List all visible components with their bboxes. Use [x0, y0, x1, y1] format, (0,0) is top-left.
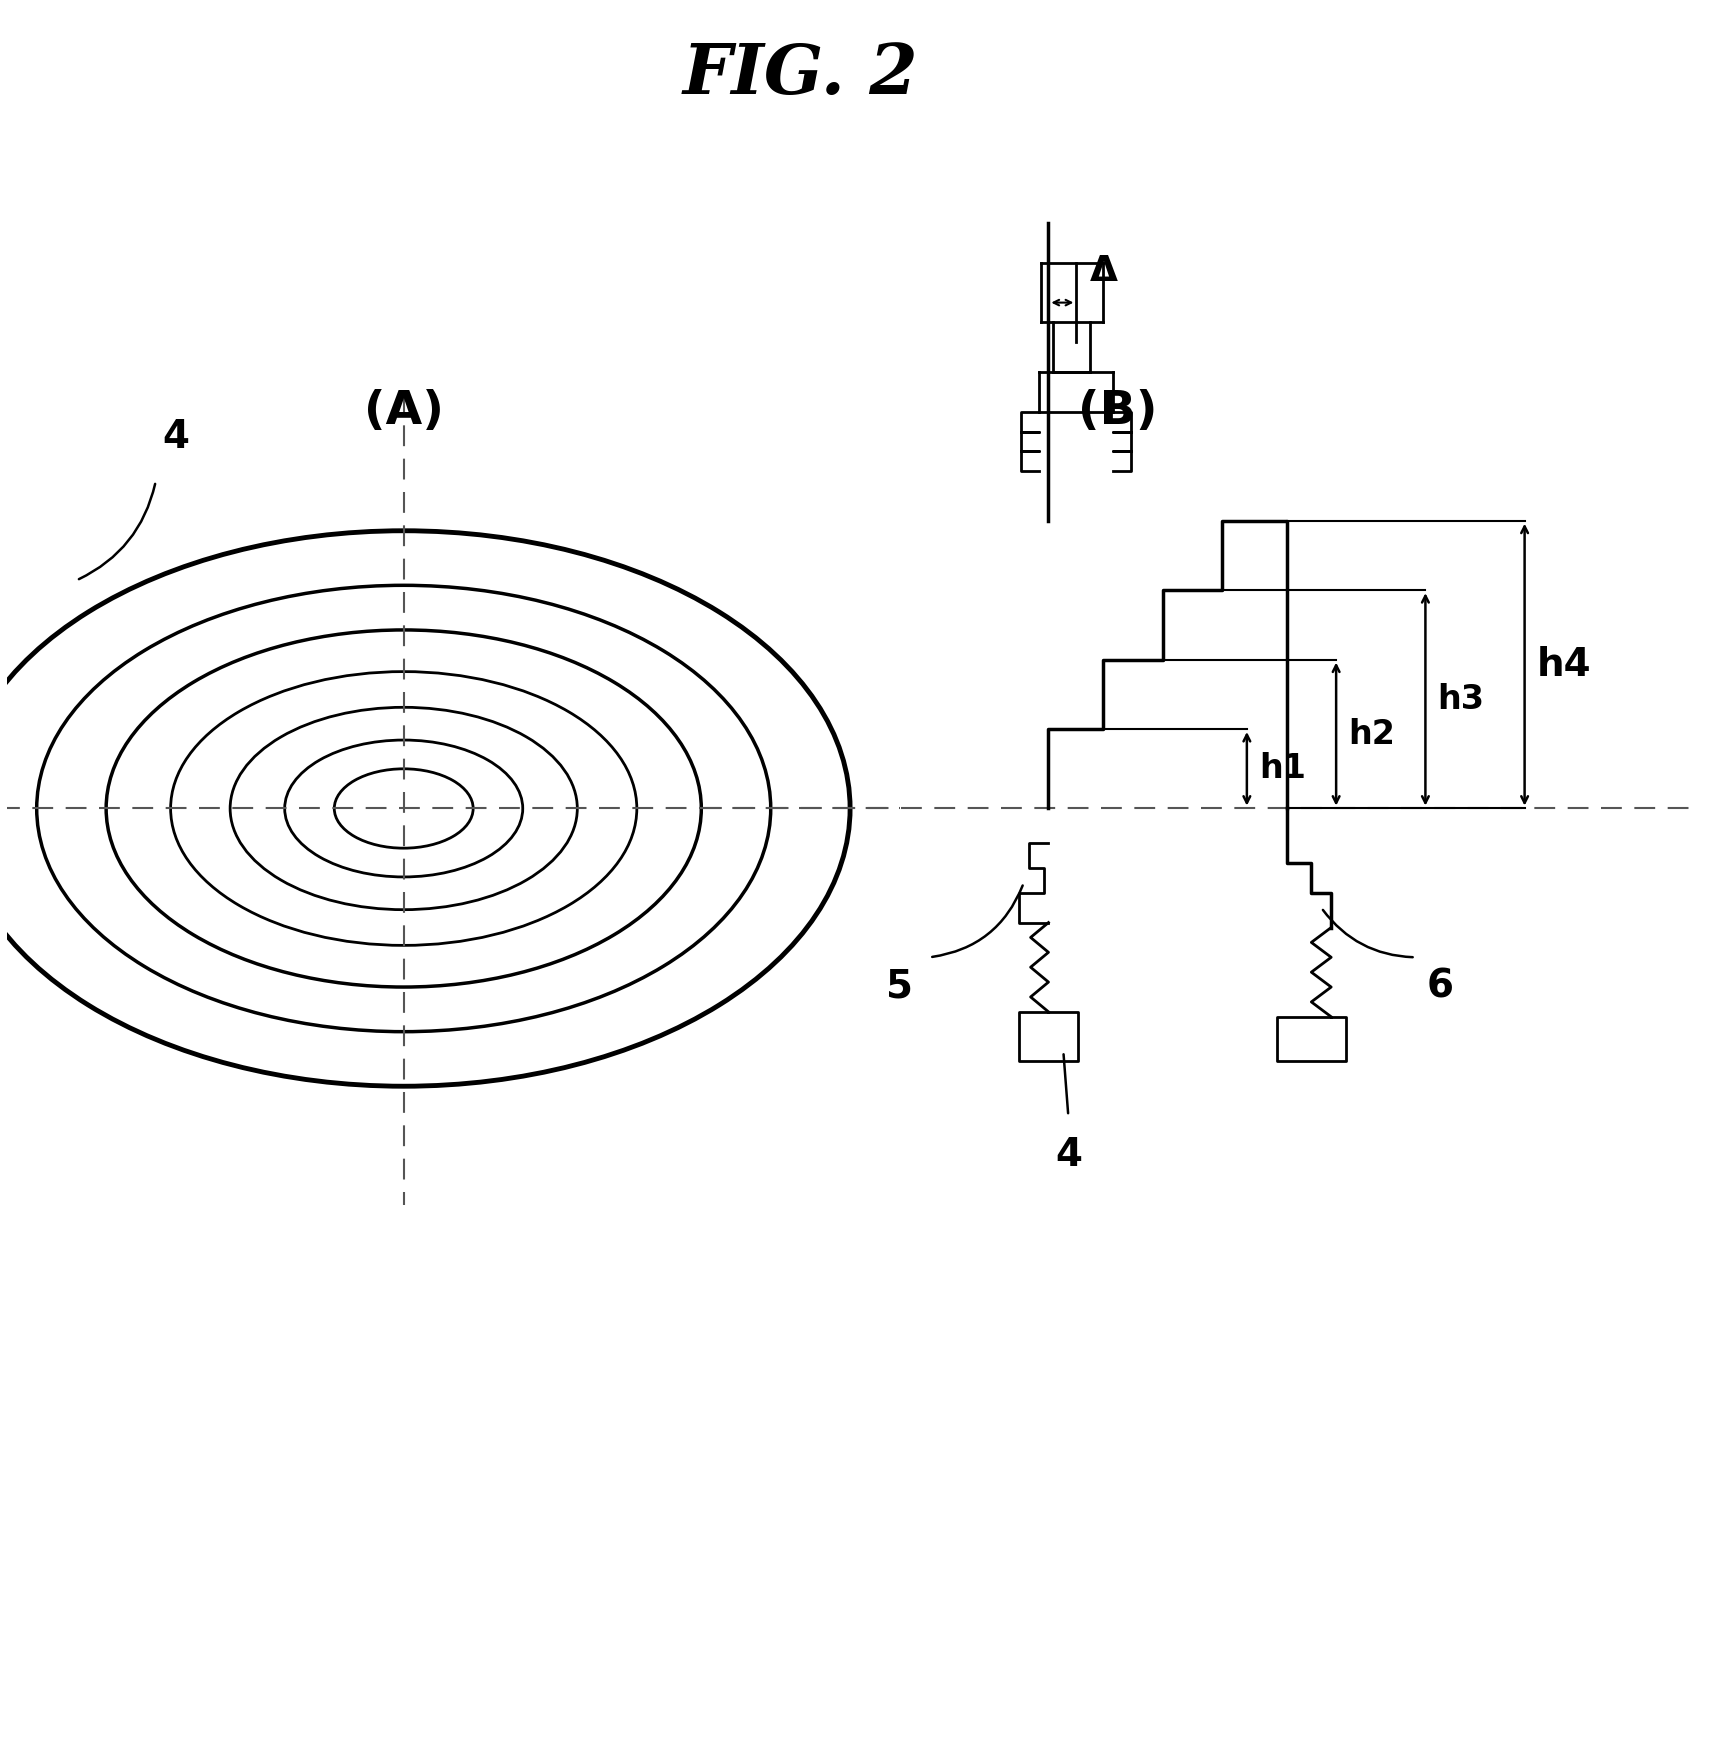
Text: 5: 5 — [887, 968, 913, 1005]
Text: (B): (B) — [1078, 389, 1157, 434]
Text: h3: h3 — [1438, 683, 1484, 716]
Text: h2: h2 — [1348, 718, 1395, 751]
Text: 6: 6 — [1428, 968, 1453, 1005]
Text: h4: h4 — [1536, 645, 1591, 683]
Text: 4: 4 — [162, 419, 189, 457]
Text: h1: h1 — [1259, 753, 1305, 786]
Text: Δ: Δ — [1090, 254, 1118, 289]
Text: FIG. 2: FIG. 2 — [682, 40, 918, 108]
Text: (A): (A) — [363, 389, 444, 434]
Text: 4: 4 — [1056, 1137, 1081, 1173]
